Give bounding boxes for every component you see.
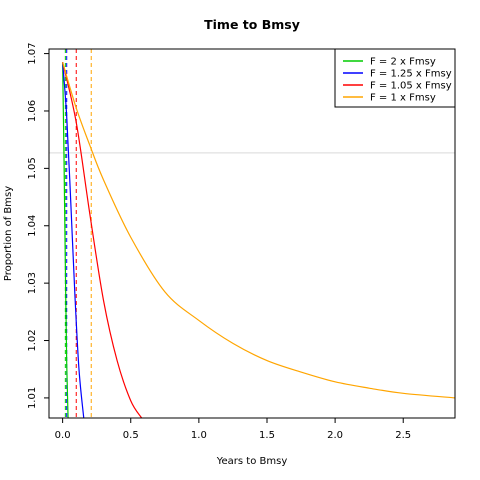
- plot-area: 0.0 0.5 1.0 1.5 2.0 2.5 1.01 1.02 1.03 1.04 1.05 1.…: [27, 42, 456, 441]
- series-0-line: [62, 62, 69, 418]
- x-axis-label: Years to Bmsy: [216, 456, 288, 467]
- legend-label-3: F = 1 x Fmsy: [370, 93, 436, 104]
- y-tick-label-3: 1.04: [27, 215, 38, 237]
- series-1-line: [62, 62, 85, 418]
- x-tick-label-1: 0.5: [123, 430, 139, 441]
- x-tick-label-3: 1.5: [259, 430, 275, 441]
- y-tick-label-2: 1.03: [27, 272, 38, 294]
- x-tick-label-5: 2.5: [395, 430, 411, 441]
- legend-label-0: F = 2 x Fmsy: [370, 57, 436, 68]
- series-2-line: [62, 62, 143, 418]
- legend-label-2: F = 1.05 x Fmsy: [370, 81, 452, 92]
- x-tick-label-0: 0.0: [55, 430, 71, 441]
- series-3-line: [62, 62, 455, 399]
- plot-inner: [49, 49, 455, 418]
- y-tick-label-0: 1.01: [27, 387, 38, 409]
- x-tick-label-2: 1.0: [191, 430, 207, 441]
- legend-label-1: F = 1.25 x Fmsy: [370, 69, 452, 80]
- chart-title: Time to Bmsy: [204, 17, 300, 32]
- y-tick-label-4: 1.05: [27, 157, 38, 179]
- y-axis-label: Proportion of Bmsy: [3, 186, 14, 281]
- y-tick-label-1: 1.02: [27, 329, 38, 351]
- x-tick-label-4: 2.0: [327, 430, 343, 441]
- y-tick-label-5: 1.06: [27, 100, 38, 122]
- y-tick-label-6: 1.07: [27, 42, 38, 64]
- plot-frame: [48, 48, 456, 419]
